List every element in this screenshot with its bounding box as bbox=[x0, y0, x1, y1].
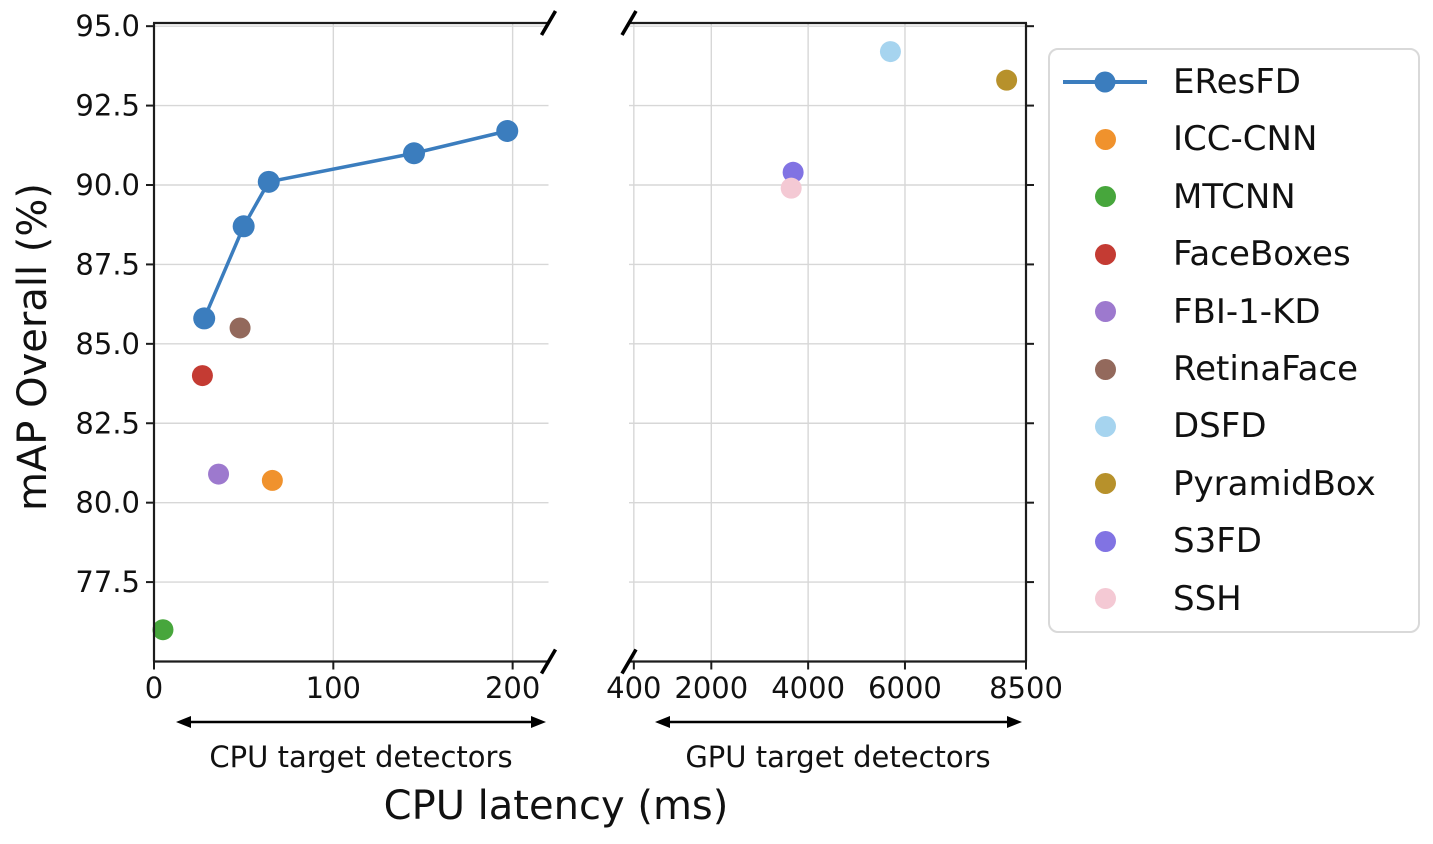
legend-label: DSFD bbox=[1173, 406, 1267, 447]
legend-marker-s3fd-icon bbox=[1050, 530, 1160, 552]
data-point-mtcnn bbox=[152, 619, 174, 641]
data-point-eresfd bbox=[232, 215, 255, 238]
y-tick-label: 90.0 bbox=[75, 168, 140, 202]
x-tick-label: 100 bbox=[306, 671, 361, 705]
legend-entry-fbi-1-kd: FBI-1-KD bbox=[1050, 287, 1418, 337]
data-point-s3fd bbox=[782, 161, 804, 183]
y-tick-label: 95.0 bbox=[75, 9, 140, 43]
data-point-eresfd bbox=[403, 142, 426, 165]
legend-dot-icon bbox=[1094, 588, 1116, 610]
data-point-retinaface bbox=[229, 317, 251, 339]
legend-label: MTCNN bbox=[1173, 176, 1296, 217]
data-point-eresfd bbox=[193, 307, 216, 330]
legend-dot-icon bbox=[1094, 128, 1116, 150]
y-axis-label: mAP Overall (%) bbox=[10, 182, 56, 512]
data-point-fbi-1-kd bbox=[208, 463, 230, 485]
legend-entry-icc-cnn: ICC-CNN bbox=[1050, 114, 1418, 164]
data-point-pyramidbox bbox=[996, 69, 1018, 91]
legend-marker-pyramidbox-icon bbox=[1050, 473, 1160, 495]
legend-dot-icon bbox=[1094, 358, 1116, 380]
y-tick-label: 77.5 bbox=[75, 565, 140, 599]
data-point-dsfd bbox=[879, 41, 901, 63]
legend-label: SSH bbox=[1173, 578, 1242, 619]
y-tick-label: 92.5 bbox=[75, 89, 140, 123]
y-tick-label: 80.0 bbox=[75, 486, 140, 520]
data-point-eresfd bbox=[257, 170, 280, 193]
legend-entry-pyramidbox: PyramidBox bbox=[1050, 459, 1418, 509]
legend-label: S3FD bbox=[1173, 521, 1262, 562]
legend-marker-dsfd-icon bbox=[1050, 415, 1160, 437]
axis-break-mark bbox=[620, 648, 638, 675]
legend-dot-icon bbox=[1094, 301, 1116, 323]
legend-marker-mtcnn-icon bbox=[1050, 186, 1160, 208]
x-tick-label: 2000 bbox=[674, 671, 748, 705]
data-point-icc-cnn bbox=[261, 469, 283, 491]
data-point-faceboxes bbox=[191, 365, 213, 387]
legend-label: EResFD bbox=[1173, 62, 1301, 102]
legend-dot-icon bbox=[1094, 243, 1116, 265]
axis-break-mark bbox=[539, 10, 558, 36]
data-point-ssh bbox=[780, 177, 802, 199]
gpu-target-annotation: GPU target detectors bbox=[685, 740, 991, 774]
legend-marker-retinaface-icon bbox=[1050, 358, 1160, 380]
axis-break-mark bbox=[539, 648, 558, 675]
x-tick-label: 400 bbox=[606, 671, 661, 705]
x-tick-label: 200 bbox=[485, 671, 540, 705]
x-tick-label: 8500 bbox=[989, 671, 1063, 705]
cpu-range-arrow-head-right bbox=[531, 716, 546, 728]
legend-dot-icon bbox=[1094, 186, 1116, 208]
legend-entry-ssh: SSH bbox=[1050, 574, 1418, 624]
legend-marker-icc-cnn-icon bbox=[1050, 128, 1160, 150]
legend-label: FaceBoxes bbox=[1173, 234, 1351, 275]
legend-label: RetinaFace bbox=[1173, 349, 1359, 389]
legend-marker-fbi-1-kd-icon bbox=[1050, 301, 1160, 323]
gpu-range-arrow-head-left bbox=[655, 716, 670, 728]
x-tick-label: 6000 bbox=[868, 671, 942, 705]
legend-entry-dsfd: DSFD bbox=[1050, 401, 1418, 451]
legend-marker-ssh-icon bbox=[1050, 588, 1160, 610]
legend-dot-icon bbox=[1094, 71, 1116, 93]
legend-dot-icon bbox=[1094, 415, 1116, 437]
legend-dot-icon bbox=[1094, 530, 1116, 552]
legend-entry-s3fd: S3FD bbox=[1050, 516, 1418, 566]
legend-label: PyramidBox bbox=[1173, 463, 1376, 504]
gpu-range-arrow-head-right bbox=[1007, 716, 1022, 728]
legend-dot-icon bbox=[1094, 473, 1116, 495]
x-tick-label: 4000 bbox=[771, 671, 845, 705]
legend-entry-mtcnn: MTCNN bbox=[1050, 172, 1418, 222]
axis-break-mark bbox=[620, 10, 638, 36]
legend-label: ICC-CNN bbox=[1173, 119, 1318, 160]
legend-label: FBI-1-KD bbox=[1173, 291, 1321, 332]
y-tick-label: 85.0 bbox=[75, 327, 140, 361]
legend-line-icon bbox=[1063, 71, 1147, 93]
y-tick-label: 82.5 bbox=[75, 406, 140, 440]
legend-entry-faceboxes: FaceBoxes bbox=[1050, 229, 1418, 279]
data-point-eresfd bbox=[496, 120, 519, 143]
legend: EResFD ICC-CNN MTCNN FaceBoxes FBI-1-KD Retin… bbox=[1048, 48, 1420, 633]
legend-entry-eresfd: EResFD bbox=[1050, 57, 1418, 107]
legend-entry-retinaface: RetinaFace bbox=[1050, 344, 1418, 394]
cpu-target-annotation: CPU target detectors bbox=[209, 740, 513, 774]
y-tick-label: 87.5 bbox=[75, 247, 140, 281]
x-axis-label: CPU latency (ms) bbox=[383, 783, 729, 829]
cpu-range-arrow-head-left bbox=[176, 716, 191, 728]
x-tick-label: 0 bbox=[145, 671, 163, 705]
legend-marker-faceboxes-icon bbox=[1050, 243, 1160, 265]
